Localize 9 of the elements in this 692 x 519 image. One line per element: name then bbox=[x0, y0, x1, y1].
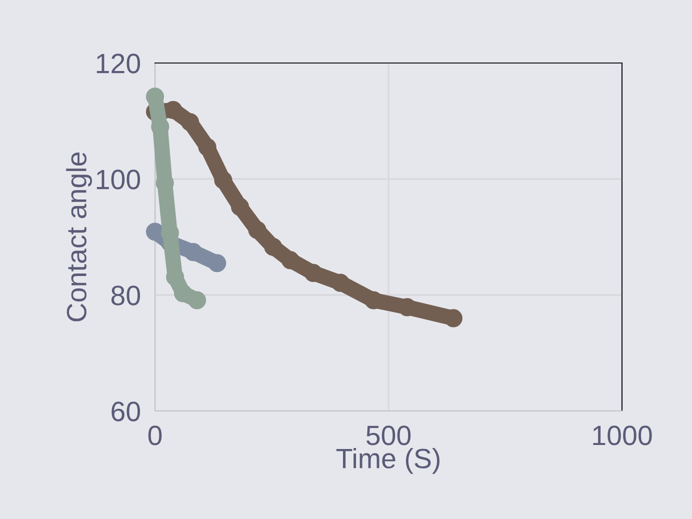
x-tick-label: 1000 bbox=[593, 426, 652, 446]
y-axis-title: Contact angle bbox=[66, 152, 92, 322]
y-tick-label: 100 bbox=[96, 170, 140, 190]
x-tick-label: 500 bbox=[366, 426, 411, 446]
y-tick-label: 80 bbox=[111, 286, 140, 306]
x-axis-title: Time (S) bbox=[336, 448, 440, 474]
y-tick-label: 60 bbox=[112, 402, 140, 422]
y-tick-label: 120 bbox=[96, 54, 140, 74]
x-tick-label: 0 bbox=[148, 426, 162, 446]
